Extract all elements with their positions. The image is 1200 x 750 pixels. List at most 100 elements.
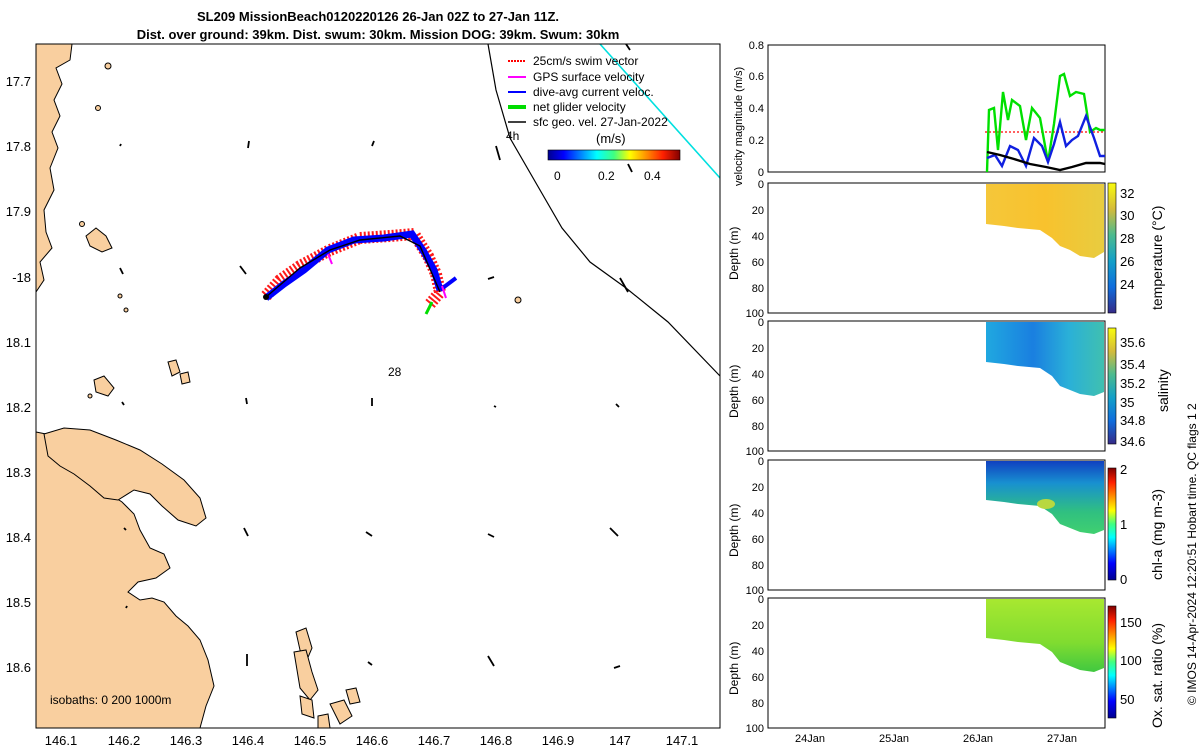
map-x-tick: 146.3 [170,733,203,748]
chla-panel: 2 1 0 chl-a (mg m-3) 0 20 40 60 80 100 D… [727,456,1165,597]
velocity-y-tick: 0 [758,167,764,179]
oxygen-panel: 150 100 50 Ox. sat. ratio (%) 0 20 40 60… [727,594,1165,745]
map-y-tick: 18.3 [6,465,31,480]
map-x-tick: 146.6 [356,733,389,748]
island-palm-2 [293,649,319,701]
oxygen-colorbar [1107,605,1117,719]
velocity-y-tick: 0.6 [749,71,764,83]
map-y-tick: 17.9 [6,204,31,219]
oxygen-label: Ox. sat. ratio (%) [1149,623,1165,728]
sfc-arrow [123,527,127,531]
temperature-cb-tick: 24 [1120,277,1134,292]
sfc-arrow [365,531,373,537]
salinity-depth-tick: 20 [752,343,764,355]
sfc-arrow [625,43,631,51]
sfc-arrow [367,661,373,666]
glider-track [261,227,458,315]
temperature-depth-tick: 100 [746,308,764,320]
label-4h: 4h [506,129,519,143]
legend-gps-label: GPS surface velocity [533,70,644,84]
temperature-depth-label: Depth (m) [727,227,741,280]
temperature-colorbar [1107,182,1117,314]
time-tick: 26Jan [963,733,993,745]
colorbar-tick: 0.4 [644,169,661,183]
map-y-tick: 17.7 [6,74,31,89]
chla-depth-tick: 0 [758,456,764,468]
salinity-label: salinity [1155,369,1171,412]
temperature-depth-tick: 80 [752,283,764,295]
chla-depth-tick: 60 [752,534,764,546]
salinity-panel: 35.6 35.4 35.2 35 34.8 34.6 salinity 0 2… [727,317,1171,458]
chla-depth-tick: 40 [752,508,764,520]
salinity-cb-tick: 34.6 [1120,434,1145,449]
isobaths-label: isobaths: 0 200 1000m [50,693,171,707]
temperature-cb-tick: 30 [1120,208,1134,223]
temperature-cb-tick: 26 [1120,254,1134,269]
gps-velocity-segment-2 [441,285,447,299]
temperature-panel: 32 30 28 26 24 temperature (°C) 0 20 40 … [727,179,1165,320]
salinity-depth-tick: 60 [752,395,764,407]
salinity-depth-label: Depth (m) [727,365,741,418]
salinity-cb-tick: 35 [1120,395,1134,410]
oxygen-cb-tick: 100 [1120,653,1142,668]
sfc-arrow [613,665,621,669]
oxygen-depth-tick: 20 [752,620,764,632]
velocity-y-label: velocity magnitude (m/s) [733,67,745,186]
islet-3 [79,221,85,227]
sfc-arrow [245,397,248,405]
velocity-y-tick: 0.4 [749,103,764,115]
colorbar-tick: 0.2 [598,169,615,183]
island-palm-1 [295,627,313,664]
sfc-arrow [609,527,619,537]
island-palm-5 [345,687,361,705]
sfc-arrow [121,401,125,406]
chla-depth-tick: 100 [746,585,764,597]
sfc-arrow [615,403,620,408]
map-x-ticks: 146.1 146.2 146.3 146.4 146.5 146.6 146.… [45,733,699,748]
map-x-tick: 146.1 [45,733,78,748]
track-line [265,235,441,298]
map-y-tick: 18.1 [6,335,31,350]
map-x-tick: 146.8 [480,733,513,748]
colorbar-gradient [547,149,681,161]
chla-cb-tick: 1 [1120,517,1127,532]
islet-7 [87,393,93,399]
islet-2 [95,105,101,111]
oxygen-depth-tick: 0 [758,594,764,606]
sfc-arrow [487,655,495,667]
islet-1 [104,62,112,70]
salinity-field [986,322,1104,396]
temperature-depth-tick: 20 [752,205,764,217]
velocity-panel: 0 0.2 0.4 0.6 0.8 velocity magnitude (m/… [733,40,1106,186]
hinchinbrook-island [43,427,207,527]
salinity-depth-tick: 0 [758,317,764,329]
chla-depth-tick: 80 [752,560,764,572]
sfc-arrow [487,533,495,538]
sfc-arrow [125,605,128,609]
sfc-arrow [119,267,124,275]
map-y-tick: 18.6 [6,660,31,675]
oxygen-cb-tick: 50 [1120,692,1134,707]
islet-5 [123,307,129,313]
salinity-cb-tick: 35.4 [1120,357,1145,372]
temperature-cb-tick: 32 [1120,186,1134,201]
sfc-arrow [493,405,497,408]
legend-net-label: net glider velocity [533,100,626,114]
time-tick: 25Jan [879,733,909,745]
oxygen-depth-tick: 60 [752,672,764,684]
sfc-arrow [247,140,250,149]
island-family [93,375,115,397]
map-x-tick: 147 [609,733,631,748]
salinity-depth-tick: 100 [746,446,764,458]
sfc-arrow [627,163,633,173]
track-start-marker [263,294,269,300]
island-dunk [85,227,113,253]
legend-diveavg-label: dive-avg current veloc. [533,85,654,99]
island-palm-4 [329,699,353,725]
map-x-tick: 146.9 [542,733,575,748]
map-y-ticks: 17.7 17.8 17.9 -18 18.1 18.2 18.3 18.4 1… [6,74,31,675]
chla-label: chl-a (mg m-3) [1149,489,1165,580]
oxygen-depth-tick: 80 [752,698,764,710]
imos-credit: © IMOS 14-Apr-2024 12:20:51 Hobart time.… [1185,403,1199,705]
map-y-tick: 18.5 [6,595,31,610]
